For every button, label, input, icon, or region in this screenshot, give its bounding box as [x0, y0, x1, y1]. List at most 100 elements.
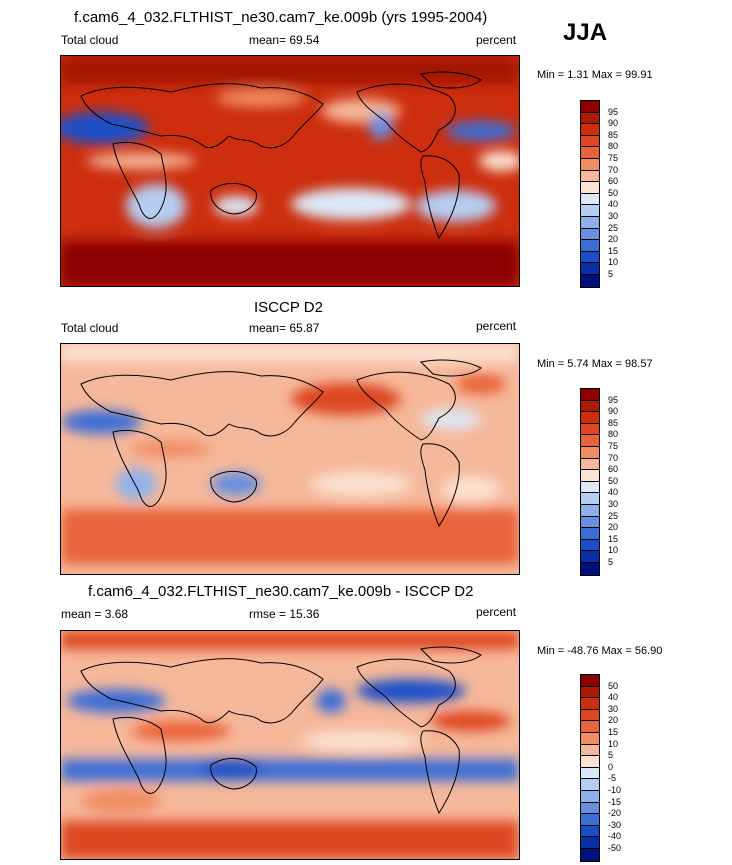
colorbar-swatch	[581, 101, 599, 113]
colorbar-swatch	[581, 240, 599, 252]
colorbar-tick-label: 95	[608, 394, 619, 405]
colorbar-swatch	[581, 709, 599, 722]
panel-1-left-label: Total cloud	[61, 33, 119, 47]
colorbar-swatch	[581, 686, 599, 699]
colorbar-swatch	[581, 124, 599, 136]
colorbar-swatch	[581, 216, 599, 229]
colorbar-swatch	[581, 112, 599, 125]
panel-1-units-label: percent	[476, 33, 517, 47]
panel-2-left-label: Total cloud	[61, 321, 119, 335]
colorbar-tick-label: -5	[608, 773, 617, 784]
colorbar-tick-label: -50	[608, 843, 622, 853]
colorbar-swatch	[581, 147, 599, 159]
colorbar-swatch	[581, 412, 599, 424]
colorbar-swatch	[581, 551, 599, 563]
colorbar-swatch	[581, 170, 599, 183]
colorbar-swatch	[581, 205, 599, 217]
colorbar-tick-label: 70	[608, 452, 619, 463]
panel-3-map	[60, 630, 520, 860]
colorbar-swatch	[581, 562, 599, 575]
colorbar-tick-label: 15	[608, 533, 619, 544]
colorbar-swatch	[581, 274, 599, 287]
colorbar-tick-label: 75	[608, 441, 619, 451]
colorbar-tick-label: 30	[608, 211, 619, 221]
colorbar-tick-label: 50	[608, 680, 619, 691]
colorbar-swatch	[581, 389, 599, 401]
colorbar-tick-label: 50	[608, 187, 619, 198]
colorbar-swatch	[581, 193, 599, 206]
panel-3-colorbar	[580, 674, 600, 862]
colorbar-tick-label: 20	[608, 715, 619, 726]
panel-1-title: f.cam6_4_032.FLTHIST_ne30.cam7_ke.009b (…	[74, 9, 488, 26]
colorbar-tick-label: -40	[608, 831, 622, 842]
colorbar-swatch	[581, 756, 599, 768]
colorbar-tick-label: 40	[608, 199, 619, 210]
panel-2-units-label: percent	[476, 319, 517, 333]
colorbar-swatch	[581, 675, 599, 687]
panel-3-title: f.cam6_4_032.FLTHIST_ne30.cam7_ke.009b -…	[88, 583, 474, 600]
colorbar-swatch	[581, 721, 599, 733]
colorbar-swatch	[581, 263, 599, 275]
colorbar-tick-label: 20	[608, 234, 619, 245]
panel-3-units-label: percent	[476, 605, 517, 619]
colorbar-tick-label: 5	[608, 750, 614, 761]
panel-2-minmax: Min = 5.74 Max = 98.57	[537, 358, 653, 370]
colorbar-tick-label: 25	[608, 222, 619, 233]
colorbar-tick-label: 20	[608, 522, 619, 533]
colorbar-tick-label: -20	[608, 808, 622, 819]
colorbar-tick-label: -10	[608, 785, 622, 795]
colorbar-tick-label: 90	[608, 406, 619, 417]
colorbar-tick-label: 40	[608, 487, 619, 498]
colorbar-tick-label: 85	[608, 417, 619, 428]
colorbar-tick-label: 5	[608, 269, 614, 279]
colorbar-tick-label: 30	[608, 499, 619, 509]
colorbar-swatch	[581, 481, 599, 494]
colorbar-swatch	[581, 446, 599, 459]
colorbar-tick-label: 95	[608, 106, 619, 117]
colorbar-swatch	[581, 732, 599, 745]
colorbar-tick-label: -30	[608, 819, 622, 830]
colorbar-tick-label: 60	[608, 464, 619, 475]
colorbar-tick-label: 30	[608, 703, 619, 714]
colorbar-swatch	[581, 504, 599, 517]
colorbar-tick-label: -15	[608, 796, 622, 807]
colorbar-swatch	[581, 837, 599, 849]
colorbar-tick-label: 80	[608, 141, 619, 152]
colorbar-swatch	[581, 158, 599, 171]
colorbar-tick-label: 50	[608, 475, 619, 486]
panel-3-left-label: mean = 3.68	[61, 607, 129, 621]
colorbar-swatch	[581, 802, 599, 815]
colorbar-swatch	[581, 228, 599, 241]
panel-2-title: ISCCP D2	[254, 299, 323, 316]
colorbar-swatch	[581, 779, 599, 791]
colorbar-tick-label: 10	[608, 545, 619, 556]
colorbar-tick-label: 85	[608, 129, 619, 140]
colorbar-tick-label: 0	[608, 761, 614, 772]
colorbar-swatch	[581, 182, 599, 194]
colorbar-tick-label: 40	[608, 692, 619, 703]
colorbar-tick-label: 90	[608, 118, 619, 129]
colorbar-tick-label: 5	[608, 557, 614, 567]
colorbar-swatch	[581, 767, 599, 780]
colorbar-swatch	[581, 528, 599, 540]
colorbar-swatch	[581, 516, 599, 529]
colorbar-tick-label: 80	[608, 429, 619, 440]
colorbar-swatch	[581, 435, 599, 447]
colorbar-swatch	[581, 814, 599, 826]
colorbar-tick-label: 15	[608, 727, 619, 737]
panel-2-colorbar	[580, 388, 600, 576]
colorbar-tick-label: 70	[608, 164, 619, 175]
colorbar-tick-label: 10	[608, 257, 619, 268]
colorbar-tick-label: 75	[608, 153, 619, 163]
panel-3-rmse-label: rmse = 15.36	[249, 607, 320, 621]
colorbar-swatch	[581, 251, 599, 264]
panel-1-mean-label: mean= 69.54	[249, 33, 320, 47]
colorbar-swatch	[581, 135, 599, 148]
panel-1-map	[60, 55, 520, 287]
colorbar-swatch	[581, 825, 599, 838]
colorbar-swatch	[581, 458, 599, 471]
colorbar-swatch	[581, 493, 599, 505]
colorbar-tick-label: 25	[608, 510, 619, 521]
colorbar-swatch	[581, 790, 599, 803]
panel-3-minmax: Min = -48.76 Max = 56.90	[537, 645, 663, 657]
